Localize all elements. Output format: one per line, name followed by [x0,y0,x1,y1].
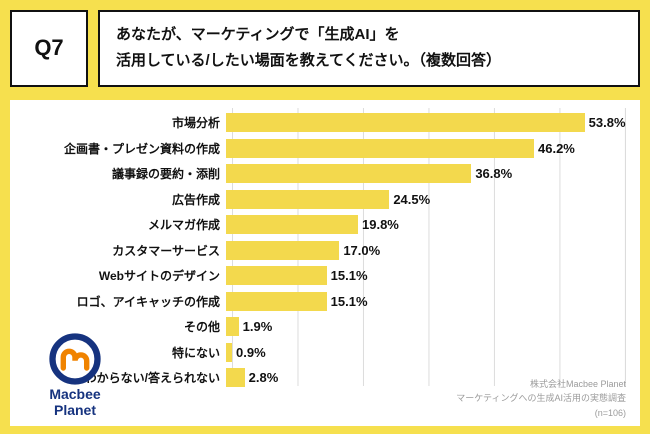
value-label: 1.9% [242,319,273,335]
chart-row: わからない/答えられない 2.8% [10,365,626,391]
source-line-1: 株式会社Macbee Planet [529,378,626,389]
category-label: 特にない [171,345,220,360]
plot-cell: 36.8% [226,161,626,187]
category-label: カスタマーサービス [112,243,220,258]
chart-row: 市場分析 53.8% [10,110,626,136]
macbee-planet-logo: Macbee Planet [32,332,118,418]
chart-row: 広告作成 24.5% [10,187,626,213]
category-label: 議事録の要約・添削 [111,167,220,182]
bar [226,215,358,235]
category-label: メルマガ作成 [147,218,220,233]
bar [226,368,245,388]
category-label: 企画書・プレゼン資料の作成 [63,141,220,156]
chart-row: 議事録の要約・添削 36.8% [10,161,626,187]
value-label: 2.8% [248,370,279,386]
chart-row: その他 1.9% [10,314,626,340]
chart-row: カスタマーサービス 17.0% [10,238,626,264]
plot-cell: 19.8% [226,212,626,238]
value-label: 15.1% [330,293,368,309]
source-note: 株式会社Macbee Planet マーケティングへの生成AI活用の実態調査 (… [456,377,626,420]
question-line-2: 活用している/したい場面を教えてください。（複数回答） [116,52,502,70]
plot-cell: 15.1% [226,289,626,315]
source-line-3: (n=106) [594,407,626,418]
logo-text-line-1: Macbee [49,385,101,402]
bar [226,342,232,362]
plot-cell: 17.0% [226,238,626,264]
bar [226,189,390,209]
plot-cell: 24.5% [226,187,626,213]
logo-text-line-2: Planet [53,401,96,418]
question-box: あなたが、マーケティングで「生成AI」を 活用している/したい場面を教えてくださ… [98,10,640,87]
category-label: わからない/答えられない [84,371,220,386]
chart-row: ロゴ、アイキャッチの作成 15.1% [10,289,626,315]
plot-cell: 53.8% [226,110,626,136]
category-label: 広告作成 [171,192,220,207]
value-label: 24.5% [393,191,431,207]
bar [226,138,534,158]
header: Q7 あなたが、マーケティングで「生成AI」を 活用している/したい場面を教えて… [10,10,640,87]
bar [226,266,327,286]
bar [226,317,239,337]
value-label: 36.8% [475,166,513,182]
chart-row: メルマガ作成 19.8% [10,212,626,238]
category-label: 市場分析 [171,116,220,131]
category-label: Webサイトのデザイン [98,269,220,284]
plot-cell: 0.9% [226,340,626,366]
bar [226,113,585,133]
bar [226,164,472,184]
bar [226,291,327,311]
question-line-1: あなたが、マーケティングで「生成AI」を [116,26,400,43]
value-label: 0.9% [236,344,266,360]
question-number: Q7 [10,10,88,87]
plot-cell: 46.2% [226,136,626,162]
chart-row: 企画書・プレゼン資料の作成 46.2% [10,136,626,162]
source-line-2: マーケティングへの生成AI活用の実態調査 [456,393,626,404]
chart-row: 特にない 0.9% [10,340,626,366]
plot-cell: 2.8% [226,365,626,391]
value-label: 15.1% [330,268,368,284]
bar [226,240,340,260]
logo-mark-icon [49,333,101,385]
value-label: 19.8% [362,217,399,233]
value-label: 46.2% [538,140,575,156]
value-label: 17.0% [343,242,381,258]
bar-rows: 市場分析 53.8% 企画書・プレゼン資料の作成 46.2% 議事録の要約・添削 36.8… [10,110,626,391]
category-label: ロゴ、アイキャッチの作成 [76,294,220,309]
plot-cell: 1.9% [226,314,626,340]
value-label: 53.8% [588,115,626,131]
chart-row: Webサイトのデザイン 15.1% [10,263,626,289]
category-label: その他 [183,320,220,335]
bar-chart: 市場分析 53.8% 企画書・プレゼン資料の作成 46.2% 議事録の要約・添削 36.8… [10,100,640,426]
plot-cell: 15.1% [226,263,626,289]
